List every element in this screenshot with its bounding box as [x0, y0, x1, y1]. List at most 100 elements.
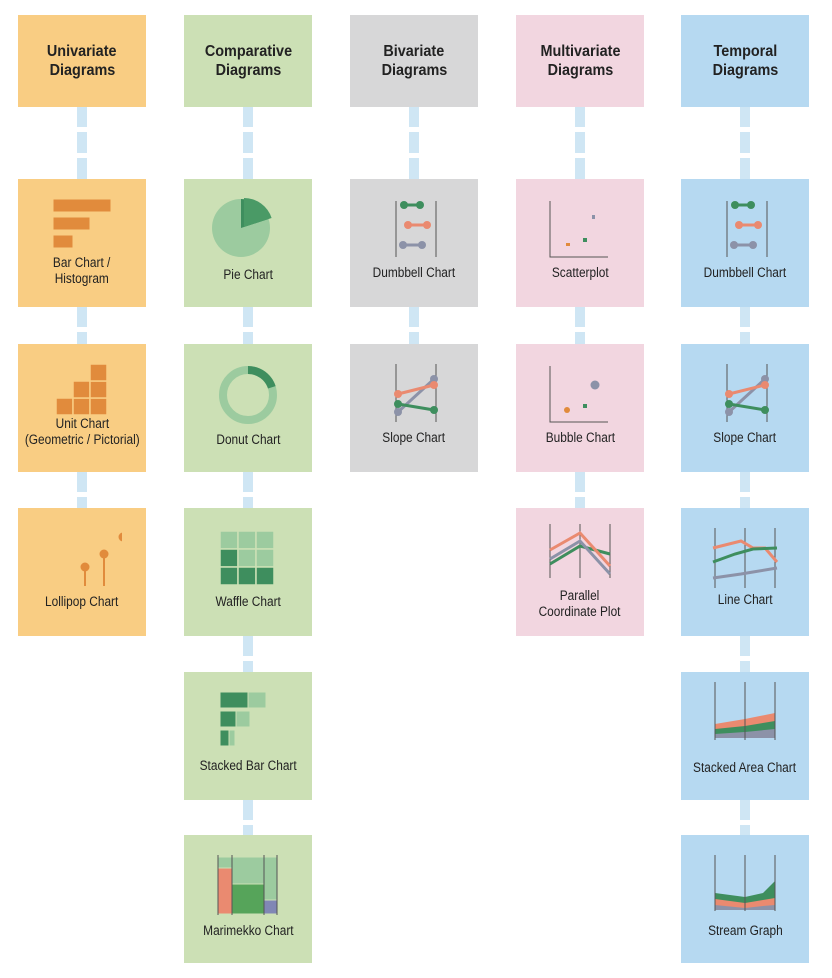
bubble-chart-label: Bubble Chart — [545, 430, 615, 445]
bar-chart-icon — [52, 198, 112, 249]
connector-gap — [740, 492, 750, 497]
unit-chart-label-line2: (Geometric / Pictorial) — [24, 432, 140, 447]
lollipop-chart-icon — [80, 532, 122, 586]
bivariate-dumbbell-label: Dumbbell Chart — [372, 265, 456, 280]
connector — [575, 107, 585, 179]
bubble-chart-card: Bubble Chart — [516, 344, 644, 472]
univariate-header-line2: Diagrams — [49, 62, 115, 79]
comparative-header: Comparative Diagrams — [184, 15, 312, 107]
bivariate-slope-label: Slope Chart — [382, 430, 446, 445]
waffle-chart-card: Waffle Chart — [184, 508, 312, 636]
connector-gap — [740, 153, 750, 158]
parallel-coordinate-plot-card: Parallel Coordinate Plot — [516, 508, 644, 636]
connector — [243, 636, 253, 672]
unit-chart-card: Unit Chart (Geometric / Pictorial) — [18, 344, 146, 472]
marimekko-chart-label: Marimekko Chart — [202, 923, 294, 938]
stream-graph-card: Stream Graph — [681, 835, 809, 963]
connector-gap — [77, 327, 87, 332]
temporal-slope-label: Slope Chart — [713, 430, 777, 445]
connector — [243, 472, 253, 508]
temporal-slope-card: Slope Chart — [681, 344, 809, 472]
connector-gap — [77, 153, 87, 158]
dumbbell-chart-icon — [395, 201, 437, 257]
connector — [77, 472, 87, 508]
temporal-header: Temporal Diagrams — [681, 15, 809, 107]
connector-gap — [740, 127, 750, 132]
connector-gap — [575, 327, 585, 332]
multivariate-header-line1: Multivariate — [539, 43, 621, 60]
connector-gap — [575, 127, 585, 132]
parallel-coordinate-plot-icon — [549, 524, 612, 578]
stacked-area-chart-label: Stacked Area Chart — [693, 760, 797, 775]
waffle-chart-icon — [219, 530, 275, 586]
scatterplot-card: Scatterplot — [516, 179, 644, 307]
connector — [243, 307, 253, 344]
connector-gap — [77, 127, 87, 132]
temporal-header-line2: Diagrams — [712, 62, 778, 79]
connector — [243, 107, 253, 179]
parallel-coordinate-plot-label-line2: Coordinate Plot — [539, 604, 621, 619]
connector — [740, 472, 750, 508]
multivariate-header-line2: Diagrams — [547, 62, 613, 79]
lollipop-chart-card: Lollipop Chart — [18, 508, 146, 636]
line-chart-label: Line Chart — [717, 592, 773, 607]
univariate-header-line1: Univariate — [47, 43, 117, 60]
connector-gap — [575, 153, 585, 158]
connector-gap — [409, 127, 419, 132]
connector — [740, 307, 750, 344]
stacked-area-chart-card: Stacked Area Chart — [681, 672, 809, 800]
connector-gap — [243, 656, 253, 661]
connector — [740, 636, 750, 672]
parallel-coordinate-plot-label-line1: Parallel — [560, 588, 600, 603]
bubble-chart-icon — [549, 366, 608, 423]
connector — [409, 307, 419, 344]
lollipop-chart-label: Lollipop Chart — [45, 594, 119, 609]
connector — [77, 107, 87, 179]
marimekko-chart-icon — [217, 855, 278, 915]
connector-gap — [409, 327, 419, 332]
connector — [243, 800, 253, 835]
temporal-dumbbell-card: Dumbbell Chart — [681, 179, 809, 307]
unit-chart-label-line1: Unit Chart — [55, 416, 109, 431]
scatterplot-icon — [549, 201, 608, 258]
stacked-area-chart-icon — [714, 682, 776, 740]
bivariate-dumbbell-card: Dumbbell Chart — [350, 179, 478, 307]
pie-chart-icon — [212, 197, 272, 257]
bar-chart-label-line2: Histogram — [54, 271, 110, 286]
connector — [740, 800, 750, 835]
connector — [409, 107, 419, 179]
scatterplot-label: Scatterplot — [551, 265, 609, 280]
stream-graph-label: Stream Graph — [707, 923, 783, 938]
connector-gap — [409, 153, 419, 158]
multivariate-header: Multivariate Diagrams — [516, 15, 644, 107]
stream-graph-icon — [714, 855, 776, 913]
connector-gap — [243, 127, 253, 132]
bar-chart-label-line1: Bar Chart / — [53, 255, 111, 270]
line-chart-card: Line Chart — [681, 508, 809, 636]
univariate-header: Univariate Diagrams — [18, 15, 146, 107]
line-chart-icon — [712, 528, 779, 588]
donut-chart-label: Donut Chart — [215, 432, 281, 447]
stacked-bar-chart-icon — [219, 691, 267, 747]
connector — [575, 472, 585, 508]
dumbbell-chart-icon — [726, 201, 768, 257]
bivariate-header-line1: Bivariate — [383, 43, 445, 60]
stacked-bar-chart-card: Stacked Bar Chart — [184, 672, 312, 800]
connector-gap — [740, 327, 750, 332]
donut-chart-card: Donut Chart — [184, 344, 312, 472]
connector-gap — [575, 492, 585, 497]
slope-chart-icon — [394, 364, 438, 422]
bivariate-slope-card: Slope Chart — [350, 344, 478, 472]
temporal-header-line1: Temporal — [713, 43, 777, 60]
unit-chart-icon — [55, 364, 108, 416]
connector-gap — [243, 492, 253, 497]
bar-chart-card: Bar Chart / Histogram — [18, 179, 146, 307]
connector-gap — [243, 327, 253, 332]
connector-gap — [740, 656, 750, 661]
connector — [740, 107, 750, 179]
temporal-dumbbell-label: Dumbbell Chart — [703, 265, 787, 280]
connector-gap — [243, 153, 253, 158]
connector — [575, 307, 585, 344]
pie-chart-card: Pie Chart — [184, 179, 312, 307]
bivariate-header-line2: Diagrams — [381, 62, 447, 79]
